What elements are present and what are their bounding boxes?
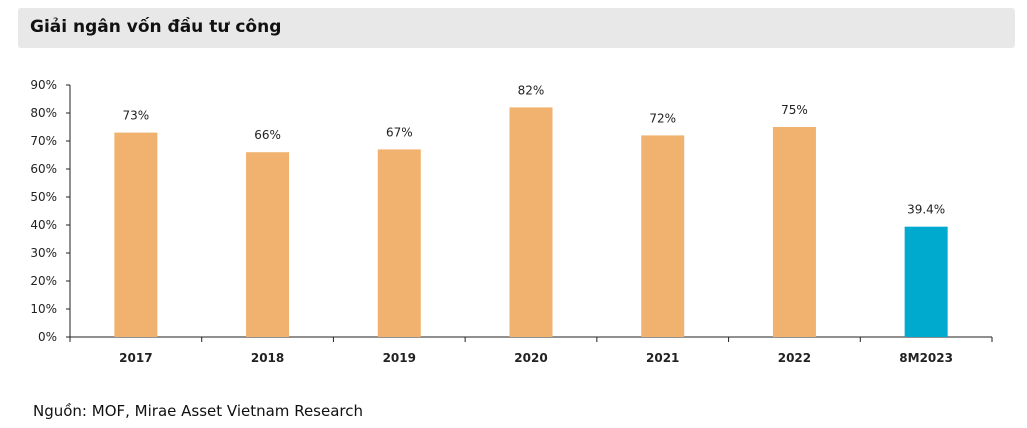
bar (377, 149, 421, 337)
y-tick-label: 10% (30, 302, 57, 316)
y-tick-label: 60% (30, 162, 57, 176)
data-label: 67% (386, 125, 413, 139)
data-label: 39.4% (907, 203, 945, 217)
data-label: 72% (649, 111, 676, 125)
data-label: 66% (254, 128, 281, 142)
y-tick-label: 30% (30, 246, 57, 260)
category-label: 2017 (119, 351, 152, 365)
data-label: 75% (781, 103, 808, 117)
category-label: 2021 (646, 351, 679, 365)
category-label: 8M2023 (899, 351, 953, 365)
source-note: Nguồn: MOF, Mirae Asset Vietnam Research (33, 402, 363, 420)
category-label: 2020 (514, 351, 547, 365)
bar-chart: 0% 10% 20% 30% 40% 50% 60% 70% 80% 90% 73% 2017 66% 2… (30, 78, 993, 365)
y-tick-label: 90% (30, 78, 57, 92)
y-tick-label: 40% (30, 218, 57, 232)
y-tick-label: 0% (38, 330, 57, 344)
chart-title: Giải ngân vốn đầu tư công (30, 17, 282, 37)
bar (509, 107, 553, 338)
bar (246, 152, 290, 337)
y-tick-label: 50% (30, 190, 57, 204)
bar (904, 226, 948, 337)
category-label: 2022 (778, 351, 811, 365)
bar (772, 127, 816, 337)
category-label: 2019 (383, 351, 416, 365)
category-label: 2018 (251, 351, 284, 365)
data-label: 82% (518, 83, 545, 97)
bar (641, 135, 685, 337)
bar (114, 132, 158, 337)
y-tick-label: 80% (30, 106, 57, 120)
y-tick-label: 70% (30, 134, 57, 148)
chart-title-bar: Giải ngân vốn đầu tư công (18, 8, 1015, 48)
y-tick-label: 20% (30, 274, 57, 288)
data-label: 73% (123, 109, 150, 123)
